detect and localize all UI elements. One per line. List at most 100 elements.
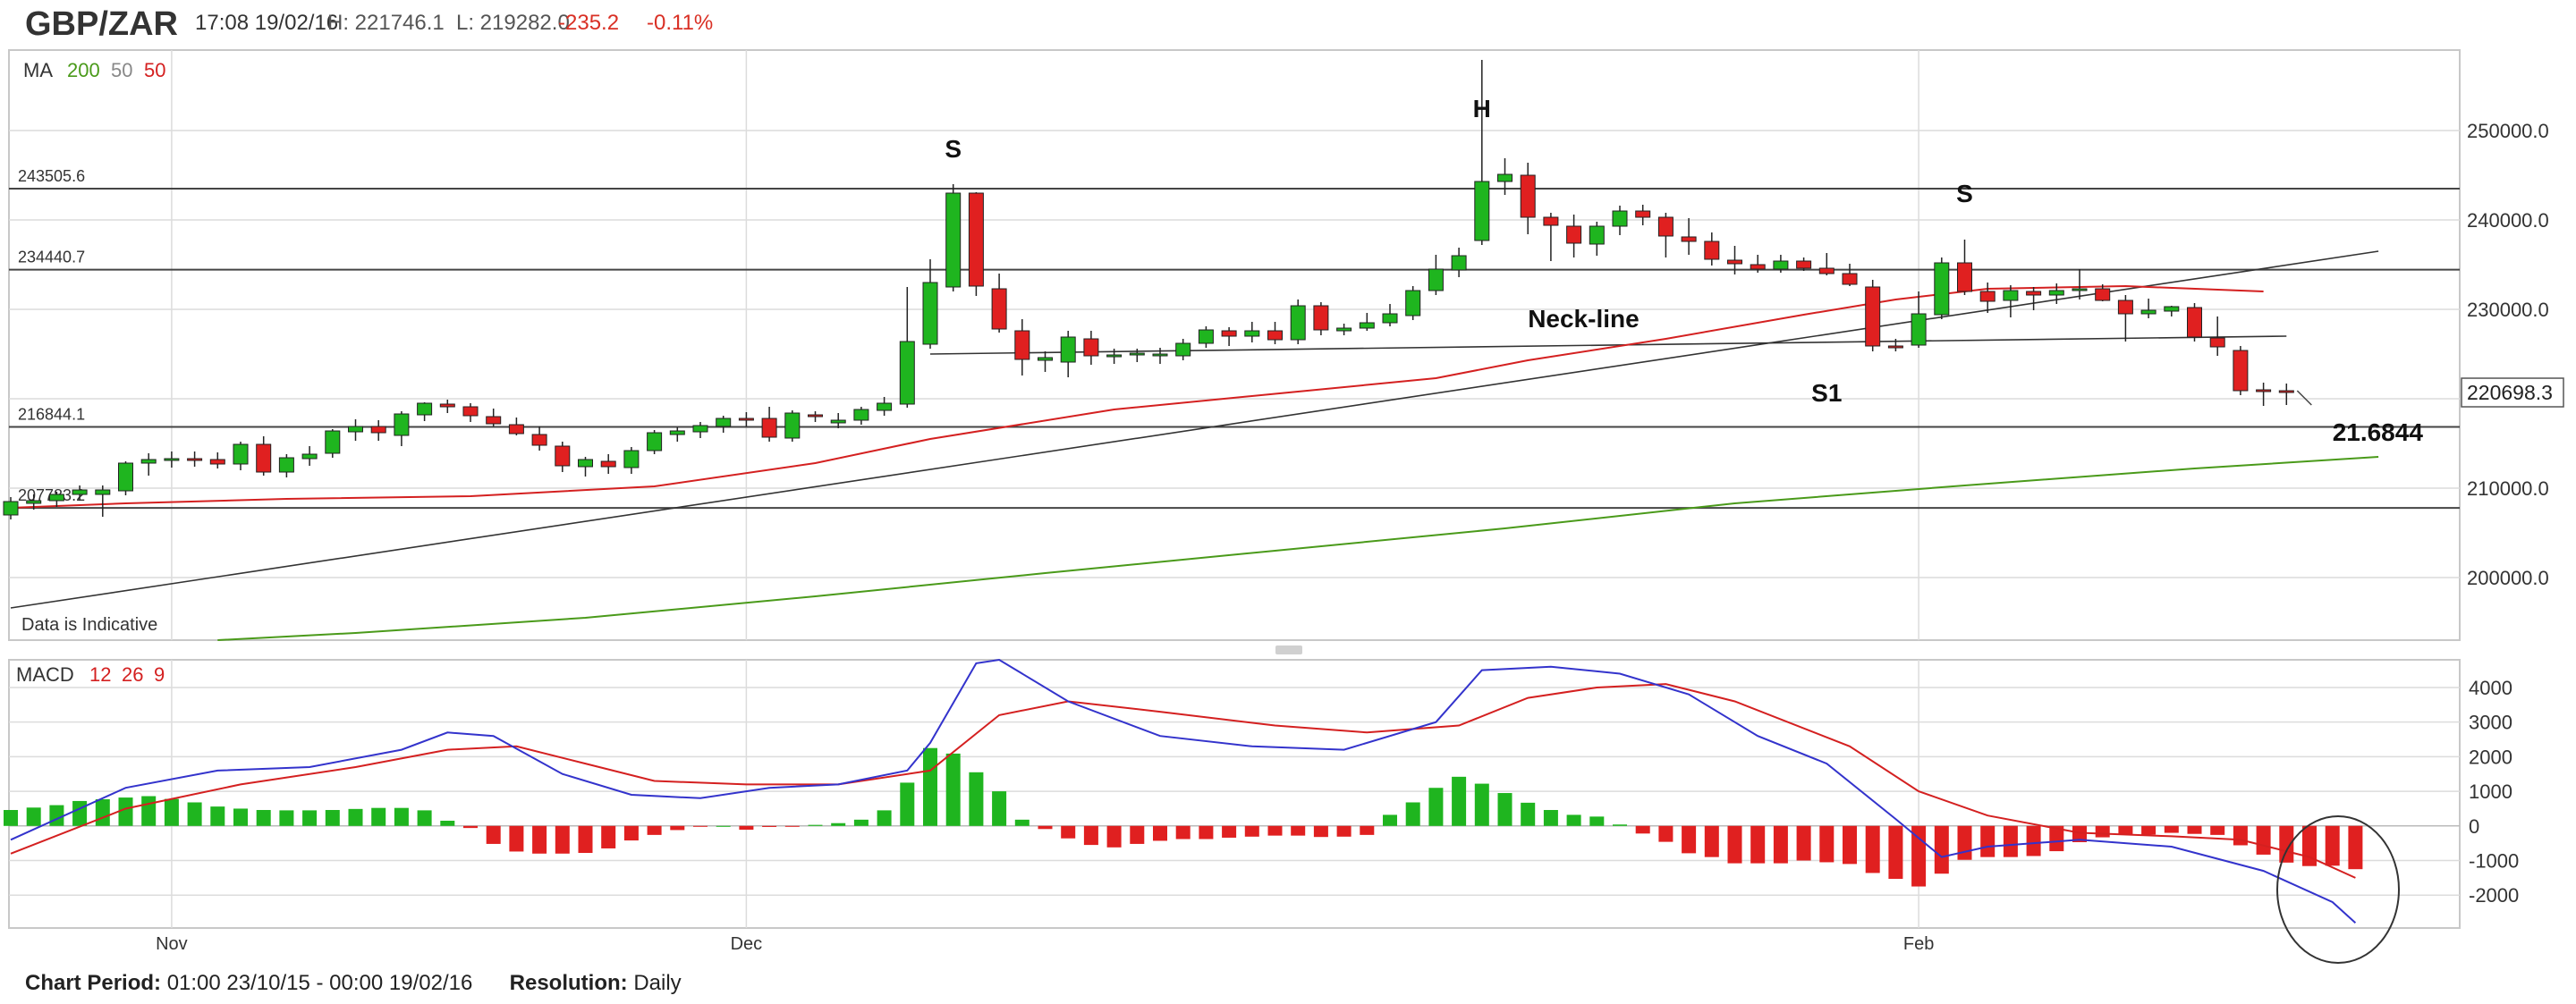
candle [1727, 246, 1742, 274]
candle [2278, 384, 2294, 405]
histogram-bar [1888, 825, 1903, 880]
histogram-bar [1130, 825, 1145, 844]
histogram-bar [1980, 825, 1996, 857]
histogram-bar [187, 802, 202, 826]
candle-body [1106, 354, 1123, 358]
histogram-bar [325, 810, 340, 826]
macd-line [10, 658, 2357, 924]
histogram-bar [969, 772, 984, 826]
candle-body [394, 413, 410, 436]
histogram-bar [1934, 825, 1949, 874]
histogram-bar [784, 825, 800, 827]
candle-body [1497, 173, 1513, 182]
histogram-bar [95, 799, 110, 826]
candle-body [417, 402, 433, 416]
candle-body [325, 430, 341, 454]
candle [2233, 346, 2249, 395]
candle-body [1657, 216, 1674, 237]
candle [600, 454, 616, 474]
histogram-bar [1796, 825, 1811, 861]
candle [716, 416, 732, 433]
candle-body [830, 419, 846, 424]
histogram-bar [1750, 825, 1766, 864]
histogram-bar [1428, 788, 1444, 826]
candle [1129, 349, 1145, 362]
signal-line [10, 683, 2356, 879]
histogram-bar [1566, 814, 1581, 826]
candle-body [1520, 174, 1536, 218]
ma-label: MA [23, 59, 53, 81]
macd-tick-label: 3000 [2469, 712, 2512, 734]
histogram-bar [716, 825, 731, 827]
candle [1336, 324, 1352, 335]
low-value: L: 219282.0 [456, 11, 570, 35]
candle [2164, 306, 2180, 316]
histogram-bar [1658, 825, 1674, 842]
candle [1979, 283, 1996, 313]
candle-body [301, 453, 318, 460]
candle-body [899, 341, 915, 405]
candle-body [278, 457, 294, 473]
candle-body [1221, 330, 1237, 337]
candle [2117, 295, 2133, 342]
histogram-bar [2049, 825, 2064, 852]
high-value: H: 221746.1 [327, 11, 445, 35]
candle-body [761, 418, 777, 438]
candle-body [1796, 260, 1812, 269]
candle [623, 447, 640, 474]
price-axis: 250000.0240000.0230000.0220000.0210000.0… [2296, 120, 2564, 589]
candle-body [370, 426, 386, 434]
candle [808, 411, 823, 422]
candle [2187, 303, 2202, 342]
candle-body [1612, 210, 1628, 227]
trendline [10, 250, 2379, 609]
candle [761, 407, 777, 442]
histogram-bar [670, 825, 685, 831]
candle-body [808, 414, 823, 418]
histogram-bar [1589, 816, 1605, 826]
timestamp: 17:08 19/02/16 [195, 11, 339, 35]
candle [140, 453, 157, 476]
candle-body [1405, 290, 1421, 316]
histogram-bar [256, 810, 271, 826]
histogram-bar [440, 821, 455, 826]
panel-resize-handle[interactable] [1275, 645, 1302, 654]
macd-lines [10, 658, 2357, 924]
histogram-bar [1061, 825, 1076, 839]
candle [278, 454, 294, 477]
histogram-bar [2279, 825, 2294, 863]
histogram-bar [1452, 776, 1467, 826]
candle-body [1428, 268, 1444, 291]
chart-footer: Chart Period: 01:00 23/10/15 - 00:00 19/… [25, 971, 682, 996]
chart-annotation: 21.6844 [2333, 418, 2424, 446]
histogram-bar [1843, 825, 1857, 865]
candle-body [462, 406, 479, 417]
candle-body [2256, 389, 2272, 392]
candle [1014, 319, 1030, 375]
histogram-bar [49, 805, 64, 826]
candle-body [2095, 288, 2111, 301]
candle [1313, 302, 1329, 335]
candle-body [1566, 225, 1582, 244]
candle [1221, 327, 1237, 346]
candle [1957, 240, 1972, 295]
candle-body [1589, 225, 1605, 245]
histogram-bar [2325, 825, 2340, 866]
histogram-bar [509, 825, 524, 852]
candle [877, 397, 893, 416]
candle [922, 259, 938, 349]
level-label: 216844.1 [18, 406, 85, 424]
candle [1106, 349, 1123, 364]
candle-body [669, 430, 685, 435]
candle-body [716, 418, 732, 427]
candle [2095, 284, 2111, 301]
price-tick-label: 230000.0 [2467, 299, 2549, 321]
macd-tick-label: 0 [2469, 815, 2479, 838]
chart-annotation: H [1473, 95, 1491, 122]
candle [2026, 287, 2042, 310]
candle [1474, 60, 1490, 245]
candle [853, 407, 869, 425]
candle-body [2048, 290, 2064, 296]
